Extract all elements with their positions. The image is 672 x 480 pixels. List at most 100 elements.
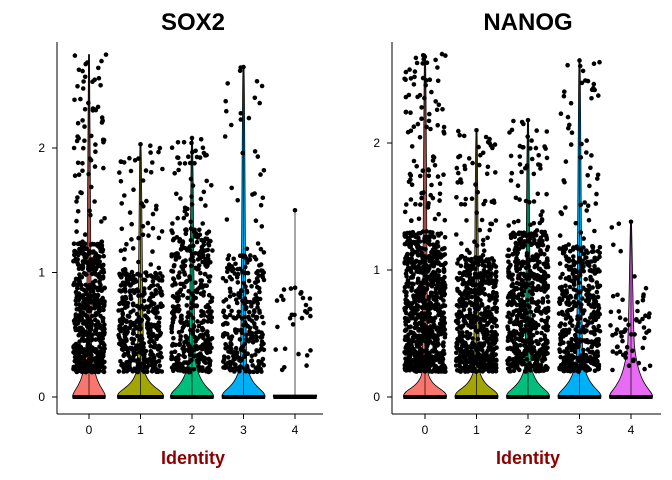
data-point — [532, 237, 537, 243]
data-point — [489, 221, 495, 227]
data-point — [567, 363, 573, 368]
data-point — [195, 257, 201, 262]
data-point — [186, 359, 192, 365]
data-point — [206, 229, 212, 234]
data-point — [493, 352, 499, 357]
data-point — [410, 275, 416, 280]
data-point — [243, 306, 249, 312]
data-point — [593, 256, 598, 262]
data-point — [79, 245, 85, 250]
data-point — [523, 323, 529, 329]
data-point — [617, 349, 623, 355]
data-point — [509, 170, 515, 176]
data-point — [176, 255, 182, 260]
data-point — [581, 347, 586, 353]
data-point — [478, 271, 484, 277]
data-point — [209, 309, 214, 314]
data-point — [254, 284, 260, 290]
data-point — [642, 366, 647, 372]
data-point — [476, 262, 481, 268]
data-point — [181, 323, 187, 329]
data-point — [424, 343, 430, 348]
data-point — [492, 317, 497, 323]
data-point — [535, 341, 540, 347]
data-point — [73, 312, 79, 317]
data-point — [245, 351, 250, 357]
data-point — [210, 248, 215, 253]
data-point — [483, 350, 489, 356]
data-point — [484, 332, 490, 338]
data-point — [131, 273, 136, 279]
data-point — [192, 303, 197, 308]
data-point — [459, 325, 464, 331]
data-point — [92, 271, 98, 276]
data-point — [122, 247, 128, 252]
data-point — [225, 265, 230, 271]
data-point — [585, 173, 590, 178]
data-point — [88, 293, 93, 299]
data-point — [248, 253, 253, 258]
data-point — [567, 359, 572, 364]
data-point — [120, 297, 125, 303]
data-point — [249, 358, 255, 363]
data-point — [223, 364, 229, 369]
data-point — [481, 335, 487, 341]
x-tick-label: 1 — [137, 423, 144, 437]
data-point — [427, 77, 433, 82]
data-point — [150, 211, 156, 217]
data-point — [505, 338, 511, 344]
data-point — [505, 314, 510, 319]
data-point — [586, 283, 592, 289]
data-point — [460, 278, 466, 283]
data-point — [424, 314, 430, 320]
data-point — [433, 334, 438, 340]
data-point — [196, 263, 202, 268]
data-point — [77, 276, 82, 281]
data-point — [415, 121, 421, 127]
data-point — [176, 330, 182, 335]
data-point — [258, 202, 264, 208]
data-point — [463, 344, 468, 349]
data-point — [584, 255, 589, 260]
data-point — [411, 82, 417, 87]
data-point — [86, 171, 91, 177]
data-point — [274, 298, 280, 303]
data-point — [571, 254, 576, 259]
data-point — [303, 302, 309, 308]
data-point — [184, 335, 190, 341]
data-point — [562, 322, 568, 327]
data-point — [250, 313, 256, 318]
data-point — [429, 249, 434, 255]
data-point — [403, 322, 409, 327]
data-point — [150, 279, 156, 284]
data-point — [153, 291, 159, 297]
data-point — [221, 299, 226, 304]
data-point — [169, 354, 175, 360]
data-point — [93, 149, 98, 154]
data-point — [186, 289, 191, 294]
data-point — [257, 263, 262, 268]
data-point — [145, 322, 150, 328]
data-point — [573, 366, 578, 372]
data-point — [414, 344, 420, 349]
data-point — [92, 77, 97, 82]
data-point — [426, 238, 432, 243]
data-point-max — [628, 219, 634, 225]
data-point — [100, 327, 105, 333]
data-point — [507, 357, 512, 363]
data-point — [640, 345, 646, 351]
data-point — [579, 80, 585, 86]
data-point — [542, 144, 547, 149]
data-point — [200, 145, 206, 151]
data-point — [541, 269, 547, 275]
data-point — [422, 359, 428, 365]
data-point — [529, 242, 534, 248]
data-point — [455, 261, 460, 266]
data-point — [517, 302, 523, 307]
data-point — [416, 231, 421, 236]
data-point — [127, 359, 133, 365]
data-point — [207, 360, 212, 366]
data-point — [99, 219, 104, 224]
data-point — [428, 192, 434, 198]
data-point — [588, 354, 593, 360]
